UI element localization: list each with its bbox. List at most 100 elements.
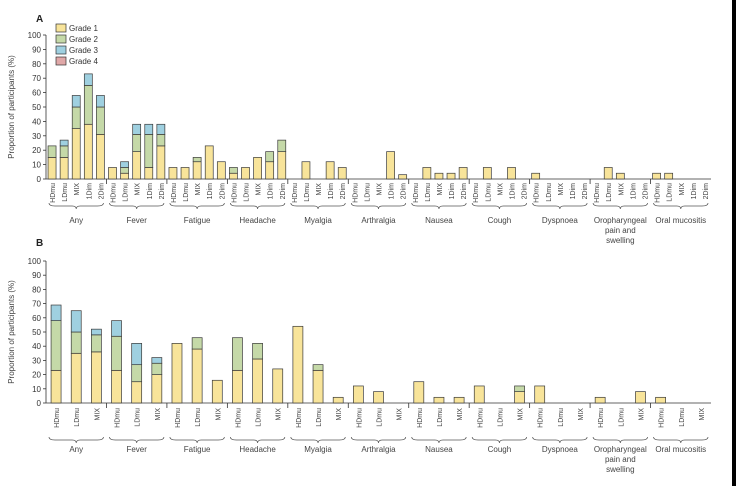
bar-label: MIX xyxy=(94,408,101,421)
bar-segment-grade1 xyxy=(507,167,516,180)
bar-segment-grade2 xyxy=(252,343,263,360)
bar-segment-grade2 xyxy=(312,364,324,371)
bar-label: LDmu xyxy=(183,183,190,202)
bar-segment-grade1 xyxy=(458,167,468,180)
bar-label: HDmu xyxy=(54,408,61,428)
bar-label: 1Dim xyxy=(328,183,335,200)
y-tick-label: 10 xyxy=(32,161,41,170)
bar-label: HDmu xyxy=(296,408,303,428)
bar-label: HDmu xyxy=(534,183,541,203)
bar-segment-grade3 xyxy=(83,73,93,86)
group-brace xyxy=(471,436,527,444)
bar-segment-grade2 xyxy=(192,157,202,163)
bar-segment-grade1 xyxy=(216,161,226,180)
bar-label: MIX xyxy=(497,183,504,196)
bar-segment-grade2 xyxy=(156,134,166,147)
window-edge xyxy=(732,0,736,486)
y-tick-label: 20 xyxy=(32,146,41,155)
bar-label: LDmu xyxy=(606,183,613,202)
bar-label: HDmu xyxy=(50,183,57,203)
bar-segment-grade3 xyxy=(50,304,62,321)
bar-segment-grade1 xyxy=(132,151,142,180)
bar-label: 2Dim xyxy=(280,183,287,200)
bar-label: LDmu xyxy=(316,408,323,427)
bar-segment-grade2 xyxy=(83,85,93,125)
bar-segment-grade2 xyxy=(132,134,142,152)
bar-segment-grade1 xyxy=(96,134,105,180)
bar-segment-grade3 xyxy=(144,123,154,135)
legend-label-grade3: Grade 3 xyxy=(69,46,98,55)
bar-label: 2Dim xyxy=(643,183,650,200)
bar-segment-grade3 xyxy=(111,320,122,337)
y-tick-label: 90 xyxy=(32,271,41,280)
legend-swatch-grade4 xyxy=(55,56,67,66)
legend-swatch-grade2 xyxy=(55,34,67,44)
bar-segment-grade3 xyxy=(70,310,82,333)
bar-label: 1Dim xyxy=(207,183,214,200)
bar-segment-grade1 xyxy=(191,348,203,404)
bar-label: HDmu xyxy=(175,408,182,428)
bar-segment-grade1 xyxy=(433,396,445,404)
bar-segment-grade2 xyxy=(111,335,122,371)
bar-label: HDmu xyxy=(292,183,299,203)
group-label: swelling xyxy=(606,465,634,474)
bar-segment-grade1 xyxy=(232,369,243,404)
bar-segment-grade1 xyxy=(292,325,304,404)
bar-segment-grade1 xyxy=(47,157,57,180)
bar-segment-grade1 xyxy=(156,145,166,180)
group-brace xyxy=(230,436,286,444)
bar-segment-grade1 xyxy=(253,157,262,180)
bar-label: LDmu xyxy=(195,408,202,427)
bar-segment-grade1 xyxy=(482,167,492,180)
bar-segment-grade1 xyxy=(301,161,311,180)
bar-segment-grade2 xyxy=(50,320,62,371)
y-tick-label: 70 xyxy=(32,74,41,83)
bar-label: LDmu xyxy=(377,408,384,427)
bar-label: LDmu xyxy=(485,183,492,202)
bar-label: LDmu xyxy=(135,408,142,427)
bar-segment-grade2 xyxy=(131,364,143,383)
group-label: pain and xyxy=(605,226,636,235)
bar-segment-grade1 xyxy=(603,167,613,180)
y-tick-label: 60 xyxy=(32,89,41,98)
bar-segment-grade3 xyxy=(59,139,69,147)
bar-segment-grade2 xyxy=(70,331,82,354)
bar-label: MIX xyxy=(699,408,706,421)
bar-segment-grade1 xyxy=(337,167,347,180)
bar-segment-grade3 xyxy=(156,123,166,135)
group-label: Cough xyxy=(488,445,512,454)
bar-label: LDmu xyxy=(244,183,251,202)
bar-segment-grade1 xyxy=(192,161,202,180)
bar-label: 1Dim xyxy=(147,183,154,200)
bar-label: LDmu xyxy=(62,183,69,202)
group-label: Arthralgia xyxy=(361,445,396,454)
bar-label: HDmu xyxy=(231,183,238,203)
bar-label: MIX xyxy=(256,183,263,196)
group-label: pain and xyxy=(605,455,636,464)
bar-segment-grade1 xyxy=(373,391,384,404)
legend-swatch-grade1 xyxy=(55,23,67,33)
group-brace xyxy=(653,436,709,444)
bar-segment-grade1 xyxy=(252,358,263,404)
bar-segment-grade3 xyxy=(71,95,81,108)
bar-label: HDmu xyxy=(594,183,601,203)
group-label: Arthralgia xyxy=(361,216,396,225)
bar-segment-grade2 xyxy=(265,151,275,163)
bar-segment-grade1 xyxy=(277,151,287,180)
bar-label: LDmu xyxy=(364,183,371,202)
bar-segment-grade1 xyxy=(131,381,143,404)
bar-label: MIX xyxy=(558,183,565,196)
bar-label: 1Dim xyxy=(389,183,396,200)
bar-segment-grade2 xyxy=(277,139,287,152)
y-tick-label: 0 xyxy=(37,175,42,184)
bar-segment-grade1 xyxy=(514,391,525,404)
bar-label: MIX xyxy=(336,408,343,421)
bar-label: 1Dim xyxy=(86,183,93,200)
bar-segment-grade2 xyxy=(91,334,102,353)
bar-segment-grade1 xyxy=(50,369,62,404)
bar-label: HDmu xyxy=(235,408,242,428)
group-brace xyxy=(592,436,648,444)
bar-segment-grade2 xyxy=(151,362,163,375)
bar-segment-grade2 xyxy=(229,167,238,174)
bar-segment-grade2 xyxy=(144,134,154,168)
